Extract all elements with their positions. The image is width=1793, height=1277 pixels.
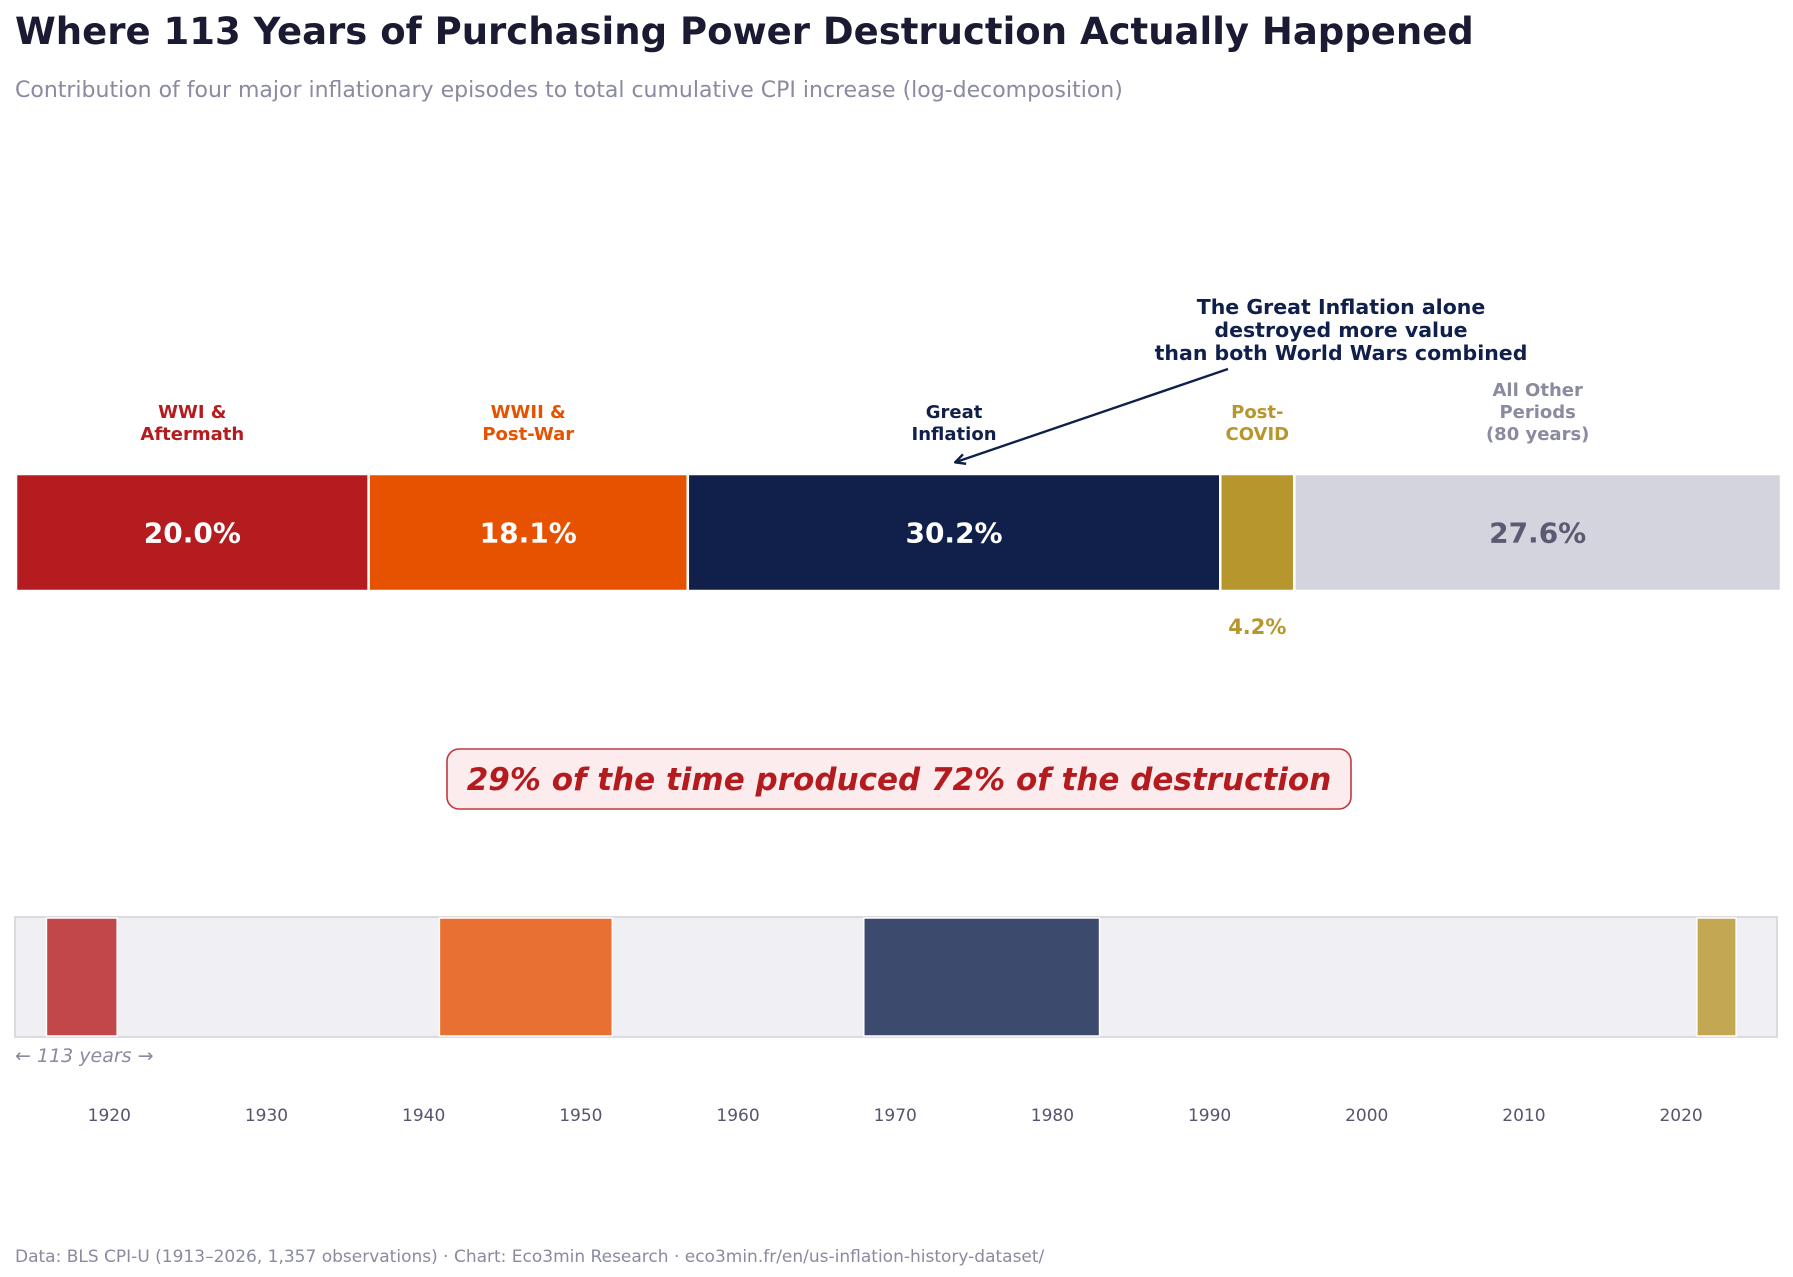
- annotation-text: The Great Inflation alone: [1197, 295, 1486, 319]
- callout-box: 29% of the time produced 72% of the dest…: [446, 748, 1352, 810]
- category-label: Great: [926, 402, 983, 423]
- x-tick-label: 2000: [1345, 1106, 1388, 1126]
- x-tick-label: 1970: [874, 1106, 917, 1126]
- bar-segment: [1219, 472, 1296, 593]
- category-label: WWII &: [491, 402, 566, 423]
- timeline-episode: [438, 917, 614, 1037]
- annotation-text: than both World Wars combined: [1155, 341, 1528, 365]
- category-label: All Other: [1493, 380, 1583, 401]
- stacked-bar: 20.0% WWI &Aftermath 18.1% WWII &Post-War 30…: [14, 380, 1783, 639]
- bar-segment: [14, 472, 370, 593]
- annotation-text: destroyed more value: [1214, 318, 1467, 342]
- value-label: 18.1%: [480, 517, 577, 550]
- x-tick-label: 1990: [1188, 1106, 1231, 1126]
- annotation-arrow: [956, 367, 1229, 462]
- chart-title: Where 113 Years of Purchasing Power Dest…: [15, 10, 1474, 53]
- category-label: Post-War: [482, 424, 574, 445]
- callout-text: 29% of the time produced 72% of the dest…: [467, 762, 1332, 798]
- x-tick-label: 1920: [88, 1106, 131, 1126]
- x-tick-label: 2010: [1502, 1106, 1545, 1126]
- timeline-episode: [1696, 917, 1737, 1037]
- value-label: 4.2%: [1228, 615, 1286, 639]
- bar-segment: [1293, 472, 1783, 593]
- bar-segment: [686, 472, 1222, 593]
- value-label: 20.0%: [144, 517, 241, 550]
- category-label: Post-: [1231, 402, 1283, 423]
- span-label: ← 113 years →: [15, 1045, 154, 1067]
- x-tick-label: 2020: [1659, 1106, 1702, 1126]
- x-tick-label: 1980: [1031, 1106, 1074, 1126]
- value-label: 27.6%: [1489, 517, 1586, 550]
- x-tick-label: 1950: [559, 1106, 602, 1126]
- category-label: WWI &: [158, 402, 226, 423]
- timeline-episode: [863, 917, 1101, 1037]
- x-tick-label: 1940: [402, 1106, 445, 1126]
- category-label: (80 years): [1486, 424, 1589, 445]
- bar-segment: [367, 472, 690, 593]
- category-label: Inflation: [912, 424, 997, 445]
- category-label: Periods: [1499, 402, 1575, 423]
- callout-background: [446, 748, 1352, 810]
- value-label: 30.2%: [905, 517, 1002, 550]
- footer-source: Data: BLS CPI-U (1913–2026, 1,357 observ…: [15, 1247, 1045, 1267]
- category-label: Aftermath: [140, 424, 244, 445]
- timeline: ← 113 years → 1920 1930 1940 1950 1960 1970 198…: [14, 916, 1778, 1126]
- chart-subtitle: Contribution of four major inflationary …: [15, 78, 1123, 103]
- timeline-episode: [45, 917, 118, 1037]
- category-label: COVID: [1226, 424, 1290, 445]
- x-tick-label: 1960: [716, 1106, 759, 1126]
- x-tick-label: 1930: [245, 1106, 288, 1126]
